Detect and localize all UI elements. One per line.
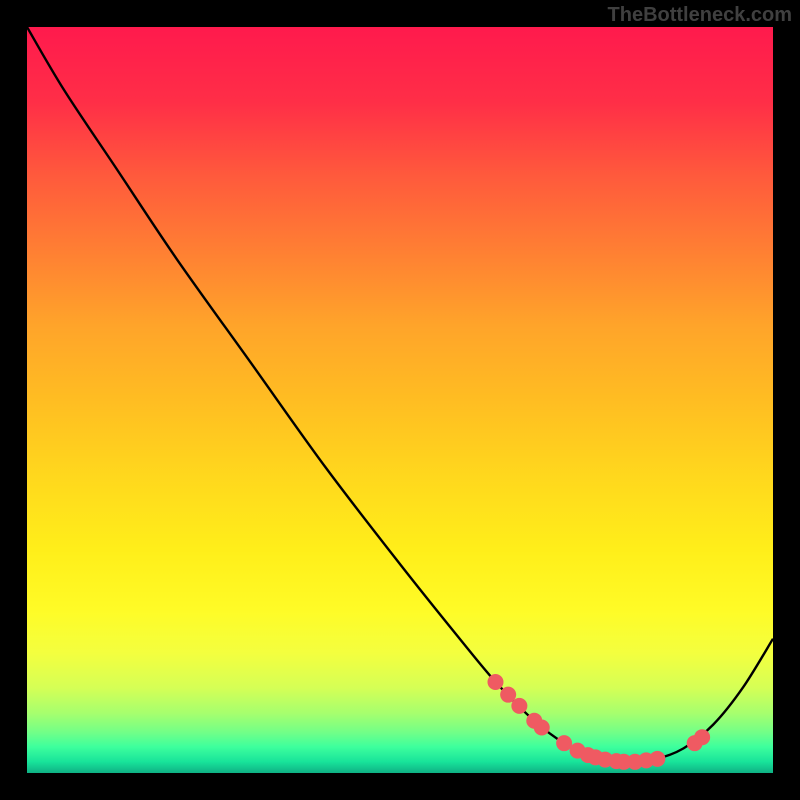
curve-marker — [556, 735, 572, 751]
curve-marker — [534, 719, 550, 735]
chart-plot-area — [27, 27, 773, 773]
curve-marker — [511, 698, 527, 714]
bottleneck-curve — [27, 27, 773, 762]
bottleneck-curve-layer — [27, 27, 773, 773]
curve-marker — [487, 674, 503, 690]
curve-markers-group — [487, 674, 710, 770]
watermark-text: TheBottleneck.com — [608, 4, 792, 27]
curve-marker — [694, 729, 710, 745]
curve-marker — [649, 751, 665, 767]
